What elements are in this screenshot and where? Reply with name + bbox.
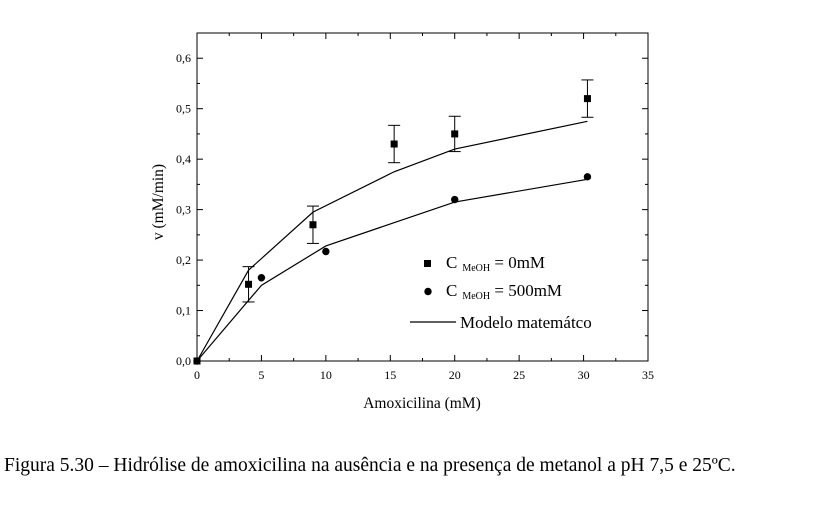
legend-label: C MeOH = 0mM [446,253,545,274]
legend-label: C MeOH = 500mM [446,281,562,302]
chart: 0 5 10 15 20 25 30 35 0,0 0,1 0,2 0,3 0,4 0,5 0,6 Amox… [150,32,654,412]
legend-model-label: Modelo matemátco [460,313,592,332]
data-point-square [309,221,317,229]
legend: C MeOH = 0mM C MeOH = 500mM Modelo matemátco [410,253,592,332]
y-axis-label: v (mM/min) [150,164,167,240]
data-point-circle [257,274,266,282]
x-axis-label: Amoxicilina (mM) [363,395,481,412]
data-point-square [245,280,253,288]
axis-ticks: 0 5 10 15 20 25 30 35 0,0 0,1 0,2 0,3 0,4 0,5 0,6 [176,32,654,382]
data-point-circle [322,247,330,256]
x-tick-label: 35 [642,368,654,382]
y-tick-label: 0,3 [176,203,191,217]
y-tick-label: 0,2 [176,253,191,267]
x-tick-label: 30 [578,368,590,382]
plot-border [196,32,649,362]
data-point-circle [193,357,201,365]
y-tick-label: 0,6 [176,51,191,65]
y-tick-label: 0,4 [176,152,191,166]
data-point-square [583,95,591,103]
x-tick-label: 0 [194,368,200,382]
x-tick-label: 5 [258,368,264,382]
y-tick-label: 0,0 [176,354,191,368]
x-tick-label: 25 [513,368,525,382]
model-curves [196,120,588,362]
x-tick-label: 10 [320,368,332,382]
y-tick-label: 0,5 [176,102,191,116]
model-line-2 [196,178,588,362]
data-point-circle [451,195,459,204]
data-point-square [390,140,398,148]
model-line-1 [196,120,588,362]
data-points [193,95,592,365]
x-tick-label: 15 [384,368,396,382]
data-point-circle [583,173,592,181]
plot-frame [196,32,649,362]
data-point-square [451,130,459,138]
legend-marker-square [424,260,431,267]
y-tick-label: 0,1 [176,304,191,318]
figure-caption: Figura 5.30 – Hidrólise de amoxicilina n… [4,455,736,476]
x-tick-label: 20 [449,368,461,382]
legend-marker-circle [424,287,432,296]
